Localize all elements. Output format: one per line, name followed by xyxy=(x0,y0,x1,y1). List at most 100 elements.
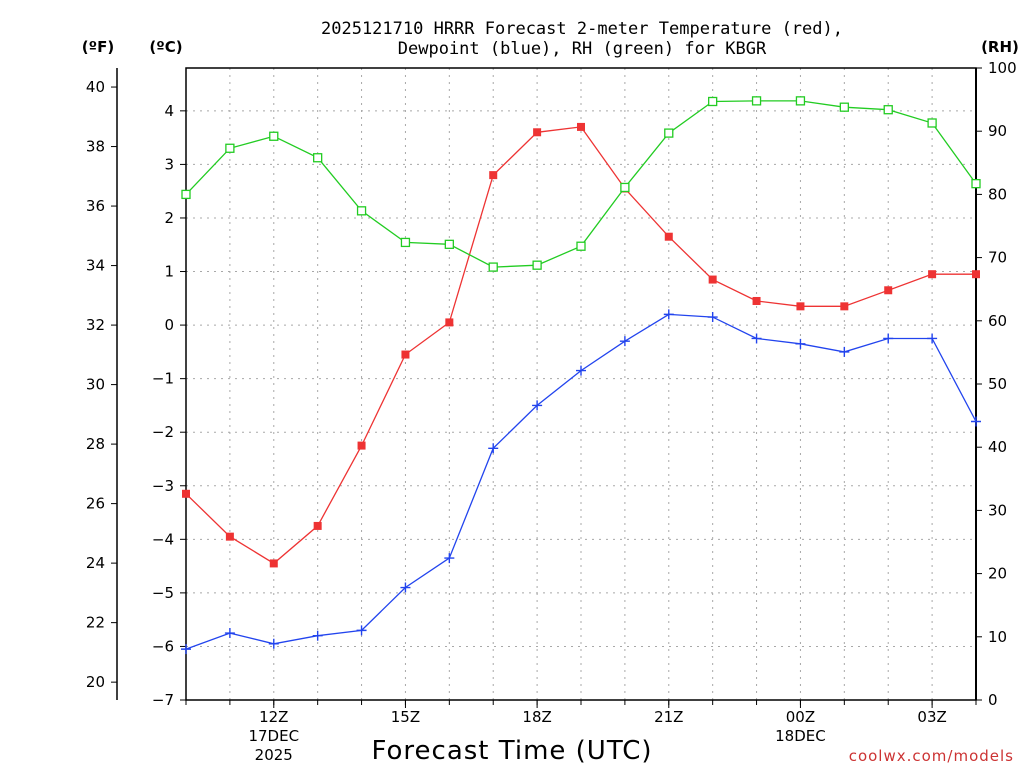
dewpoint-data-point xyxy=(400,582,411,593)
dewpoint-data-point xyxy=(181,644,191,655)
dewpoint-data-point xyxy=(619,336,630,347)
temperature-data-point xyxy=(577,122,585,131)
rh-tick-label: 90 xyxy=(988,122,1007,140)
rh-data-point xyxy=(708,96,718,107)
temperature-data-point xyxy=(313,521,322,530)
dewpoint-data-point xyxy=(576,365,586,376)
fahrenheit-tick-label: 20 xyxy=(86,673,105,691)
rh-data-point xyxy=(488,262,498,272)
celsius-tick-label: −2 xyxy=(152,423,174,441)
fahrenheit-tick-label: 32 xyxy=(86,316,105,334)
fahrenheit-tick-label: 24 xyxy=(86,554,105,572)
dewpoint-data-point xyxy=(927,333,938,344)
rh-tick-label: 20 xyxy=(988,565,1007,583)
temperature-data-point xyxy=(928,270,937,279)
rh-data-point xyxy=(269,131,279,141)
dewpoint-data-point xyxy=(751,333,762,344)
temperature-data-point xyxy=(708,275,717,284)
rh-data-point xyxy=(620,182,630,193)
dewpoint-data-point xyxy=(268,638,279,649)
temperature-data-point xyxy=(269,559,278,568)
fahrenheit-tick-label: 30 xyxy=(86,376,105,394)
chart-title-line-2: Dewpoint (blue), RH (green) for KBGR xyxy=(398,39,767,59)
dewpoint-data-point xyxy=(224,628,235,639)
dewpoint-data-point xyxy=(663,309,674,320)
fahrenheit-tick-label: 28 xyxy=(86,435,105,453)
rh-data-point xyxy=(576,241,586,251)
fahrenheit-tick-label: 36 xyxy=(86,197,105,215)
x-tick-label: 21Z xyxy=(654,708,683,726)
dewpoint-data-point xyxy=(488,443,499,454)
temperature-data-point xyxy=(401,350,410,359)
rh-data-point xyxy=(927,118,937,128)
fahrenheit-tick-label: 34 xyxy=(86,257,105,275)
temperature-data-point xyxy=(182,489,190,498)
dewpoint-data-point xyxy=(312,630,323,641)
temperature-data-point xyxy=(796,302,805,311)
celsius-unit-label: (ºC) xyxy=(149,38,182,56)
x-tick-label: 03Z xyxy=(917,708,946,726)
fahrenheit-unit-label: (ºF) xyxy=(82,38,114,56)
rh-data-point xyxy=(356,206,367,216)
celsius-tick-label: −1 xyxy=(152,370,174,388)
chart-title-line-1: 2025121710 HRRR Forecast 2-meter Tempera… xyxy=(321,19,843,39)
celsius-tick-label: −7 xyxy=(152,691,174,709)
x-tick-label: 12Z xyxy=(259,708,288,726)
celsius-tick-label: −4 xyxy=(152,530,174,548)
celsius-tick-label: 4 xyxy=(164,102,174,120)
rh-tick-label: 0 xyxy=(988,691,998,709)
temperature-data-point xyxy=(884,286,893,295)
celsius-tick-label: 1 xyxy=(164,263,174,281)
rh-data-point xyxy=(181,189,191,200)
rh-data-point xyxy=(400,237,411,248)
rh-data-point xyxy=(971,179,981,189)
rh-data-point xyxy=(444,239,454,249)
x-tick-label: 15Z xyxy=(391,708,420,726)
x-tick-date-label: 17DEC xyxy=(248,727,299,745)
rh-data-point xyxy=(532,260,542,270)
dewpoint-data-point xyxy=(444,553,455,564)
dewpoint-data-point xyxy=(532,400,543,411)
rh-tick-label: 70 xyxy=(988,249,1007,267)
dewpoint-data-point xyxy=(971,416,981,427)
fahrenheit-tick-label: 22 xyxy=(86,614,105,632)
rh-data-point xyxy=(664,128,674,138)
rh-data-point xyxy=(883,105,893,115)
celsius-tick-label: 0 xyxy=(164,316,174,334)
x-tick-label: 18Z xyxy=(522,708,551,726)
temperature-data-point xyxy=(445,318,454,327)
temperature-data-point xyxy=(972,270,980,279)
rh-data-point xyxy=(225,143,235,153)
x-axis-title: Forecast Time (UTC) xyxy=(371,736,652,766)
rh-tick-label: 100 xyxy=(988,59,1017,77)
fahrenheit-tick-label: 40 xyxy=(86,78,105,96)
axis-ticks: 43210−1−2−3−4−5−6−7403836343230282624222… xyxy=(86,59,1017,764)
x-tick-label: 00Z xyxy=(786,708,815,726)
fahrenheit-tick-label: 26 xyxy=(86,495,105,513)
rh-data-point xyxy=(313,153,323,163)
celsius-tick-label: 3 xyxy=(164,155,174,173)
temperature-data-point xyxy=(664,232,673,241)
data-series xyxy=(181,96,981,655)
celsius-tick-label: −5 xyxy=(152,584,174,602)
dewpoint-data-point xyxy=(356,625,367,636)
rh-tick-label: 80 xyxy=(988,185,1007,203)
rh-tick-label: 10 xyxy=(988,628,1007,646)
rh-unit-label: (RH) xyxy=(981,38,1019,56)
temperature-data-point xyxy=(752,296,761,305)
dewpoint-data-point xyxy=(707,312,718,323)
credit-label: coolwx.com/models xyxy=(849,747,1014,765)
dewpoint-data-point xyxy=(883,333,894,344)
rh-tick-label: 50 xyxy=(988,375,1007,393)
celsius-tick-label: −3 xyxy=(152,477,174,495)
fahrenheit-tick-label: 38 xyxy=(86,138,105,156)
celsius-tick-label: 2 xyxy=(164,209,174,227)
temperature-data-point xyxy=(533,128,542,137)
temperature-series-line xyxy=(185,126,976,565)
rh-data-point xyxy=(751,96,762,106)
dewpoint-data-point xyxy=(795,338,806,349)
temperature-data-point xyxy=(225,532,234,541)
celsius-tick-label: −6 xyxy=(152,637,174,655)
x-tick-year-label: 2025 xyxy=(255,746,293,764)
